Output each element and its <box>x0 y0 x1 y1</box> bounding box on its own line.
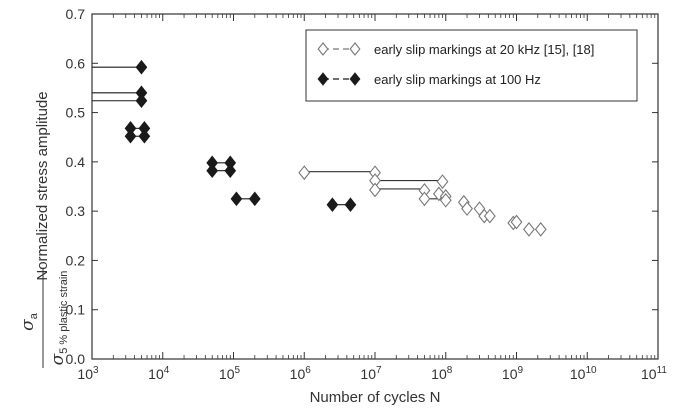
x-tick-exponent: 6 <box>305 365 311 376</box>
legend-marker <box>349 72 361 86</box>
x-tick-exponent: 7 <box>376 365 382 376</box>
x-tick-exponent: 8 <box>447 365 453 376</box>
x-axis: 103 104 105 106 107 108 109 1010 1011 <box>77 14 667 382</box>
data-point-100hz <box>326 197 339 213</box>
data-point-100hz <box>124 128 137 144</box>
x-tick-label: 104 <box>148 365 170 382</box>
data-point-100hz <box>224 163 237 179</box>
y-axis-title-text: Normalized stress amplitude <box>34 91 51 280</box>
x-axis-title: Number of cycles N <box>310 389 441 406</box>
data-point-20khz <box>510 214 523 230</box>
x-tick-label: 106 <box>290 365 312 382</box>
data-markers <box>124 59 547 237</box>
x-tick-base: 10 <box>502 366 518 382</box>
data-point-20khz <box>534 221 547 237</box>
data-point-20khz <box>418 191 431 207</box>
x-tick-label: 105 <box>219 365 241 382</box>
data-point-20khz <box>483 208 496 224</box>
data-point-20khz <box>436 174 449 189</box>
y-axis-fraction: σa σ5 % plastic strain <box>18 268 70 368</box>
x-tick-base: 10 <box>431 366 447 382</box>
x-tick-label: 107 <box>360 365 382 382</box>
y-tick-label: 0.5 <box>66 105 86 121</box>
legend-label: early slip markings at 20 kHz [15], [18] <box>374 42 594 57</box>
x-tick-label: 103 <box>77 365 99 382</box>
data-point-20khz <box>439 192 452 208</box>
legend-marker <box>317 42 329 56</box>
x-tick-base: 10 <box>290 366 306 382</box>
legend-marker <box>317 72 329 86</box>
data-point-100hz <box>206 163 219 179</box>
x-tick-base: 10 <box>570 366 586 382</box>
x-tick-base: 10 <box>77 366 93 382</box>
y-axis-numerator-sub: a <box>28 312 40 319</box>
y-tick-label: 0.3 <box>66 203 86 219</box>
x-tick-exponent: 3 <box>93 365 99 376</box>
y-tick-label: 0.1 <box>66 302 86 318</box>
data-point-20khz <box>432 186 445 202</box>
x-tick-exponent: 4 <box>164 365 170 376</box>
y-tick-label: 0.4 <box>66 154 86 170</box>
legend: early slip markings at 20 kHz [15], [18]… <box>305 29 638 102</box>
data-point-20khz <box>461 201 473 217</box>
y-tick-label: 0.6 <box>66 55 86 71</box>
x-tick-label: 1011 <box>641 365 667 382</box>
data-point-20khz <box>523 221 535 237</box>
data-point-100hz <box>135 59 148 75</box>
legend-box <box>305 29 638 102</box>
x-tick-exponent: 11 <box>657 365 668 376</box>
x-tick-exponent: 5 <box>235 365 241 376</box>
data-point-100hz <box>344 197 357 213</box>
y-axis-denominator-sub: 5 % plastic strain <box>58 271 70 354</box>
data-point-20khz <box>369 182 381 198</box>
y-tick-label: 0.2 <box>66 252 86 268</box>
y-tick-label: 0.7 <box>66 6 86 22</box>
x-tick-base: 10 <box>219 366 235 382</box>
data-point-100hz <box>138 128 151 144</box>
x-tick-exponent: 10 <box>585 365 597 376</box>
x-tick-base: 10 <box>360 366 376 382</box>
svg-text:σa: σa <box>18 312 40 331</box>
x-tick-base: 10 <box>641 366 657 382</box>
y-axis-numerator: σ <box>18 319 38 331</box>
svg-text:σ5 % plastic strain: σ5 % plastic strain <box>48 271 70 366</box>
y-tick-label: 0.0 <box>66 351 86 367</box>
legend-label: early slip markings at 100 Hz <box>374 72 541 87</box>
data-point-100hz <box>248 191 261 207</box>
data-point-20khz <box>298 165 311 181</box>
x-tick-label: 109 <box>502 365 524 382</box>
data-point-100hz <box>230 191 243 207</box>
x-tick-exponent: 9 <box>518 365 524 376</box>
x-tick-base: 10 <box>148 366 164 382</box>
y-axis-title: Normalized stress amplitude σa σ5 % plas… <box>18 91 70 368</box>
x-tick-label: 1010 <box>570 365 597 382</box>
x-tick-label: 108 <box>431 365 453 382</box>
y-axis-denominator: σ <box>48 353 68 365</box>
data-point-100hz <box>135 93 148 109</box>
y-axis: 0.0 0.1 0.2 0.3 0.4 0.5 0.6 0.7 <box>66 6 658 367</box>
legend-marker <box>349 42 361 56</box>
